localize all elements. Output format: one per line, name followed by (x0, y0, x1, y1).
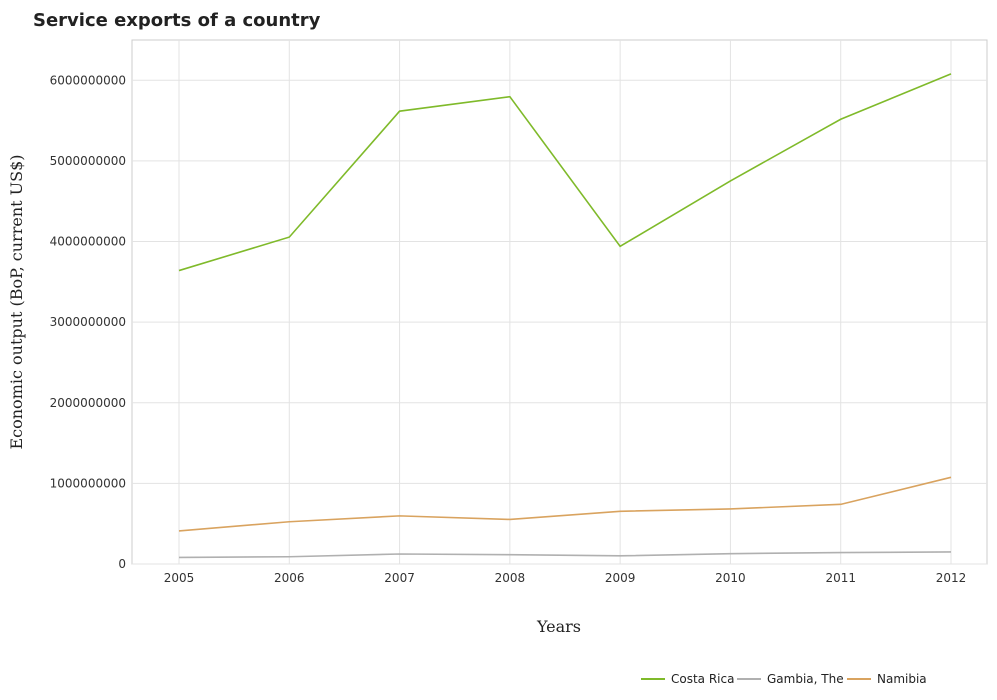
y-tick-label: 2000000000 (50, 396, 126, 410)
legend-label: Gambia, The (767, 672, 844, 686)
x-tick-label: 2006 (274, 571, 305, 585)
legend-label: Costa Rica (671, 672, 734, 686)
plot-area (132, 40, 987, 564)
x-tick-label: 2009 (605, 571, 636, 585)
x-axis-title: Years (536, 617, 581, 636)
legend-label: Namibia (877, 672, 927, 686)
y-axis-title: Economic output (BoP, current US$) (7, 154, 26, 449)
legend: Costa Rica Gambia, The Namibia (641, 672, 927, 686)
y-tick-label: 3000000000 (50, 315, 126, 329)
x-tick-label: 2005 (164, 571, 195, 585)
chart-title: Service exports of a country (33, 10, 321, 31)
x-tick-label: 2012 (936, 571, 967, 585)
y-axis-ticks: 0 1000000000 2000000000 3000000000 400000000… (50, 73, 126, 571)
x-tick-label: 2011 (825, 571, 856, 585)
x-tick-label: 2007 (384, 571, 415, 585)
y-tick-label: 1000000000 (50, 476, 126, 490)
x-tick-label: 2010 (715, 571, 746, 585)
y-tick-label: 0 (118, 557, 126, 571)
x-axis-ticks: 2005 2006 2007 2008 2009 2010 2011 2012 (164, 571, 967, 585)
y-tick-label: 4000000000 (50, 235, 126, 249)
x-tick-label: 2008 (495, 571, 526, 585)
y-tick-label: 6000000000 (50, 73, 126, 87)
y-tick-label: 5000000000 (50, 154, 126, 168)
